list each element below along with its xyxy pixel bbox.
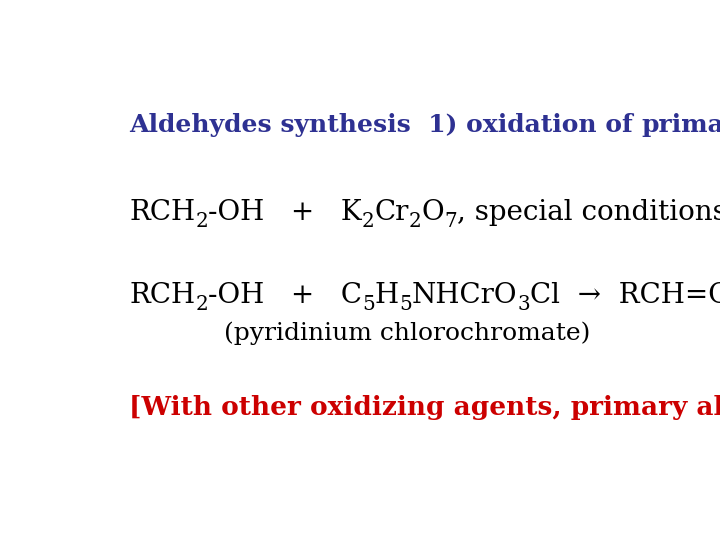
Text: 5: 5 xyxy=(362,295,374,314)
Text: RCH: RCH xyxy=(129,199,195,226)
Text: Cl  →  RCH=O: Cl → RCH=O xyxy=(530,282,720,309)
Text: primary: primary xyxy=(642,113,720,137)
Text: RCH: RCH xyxy=(129,282,195,309)
Text: 7: 7 xyxy=(444,212,456,231)
Text: Cr: Cr xyxy=(374,199,409,226)
Text: O: O xyxy=(421,199,444,226)
Text: NHCrO: NHCrO xyxy=(412,282,517,309)
Text: , special conditions  →  RCH=O: , special conditions → RCH=O xyxy=(456,199,720,226)
Text: -OH   +   C: -OH + C xyxy=(208,282,362,309)
Text: Aldehydes synthesis  1) oxidation of: Aldehydes synthesis 1) oxidation of xyxy=(129,113,642,137)
Text: 2: 2 xyxy=(361,212,374,231)
Text: [With other oxidizing agents, primary alcohols → RCOOH]: [With other oxidizing agents, primary al… xyxy=(129,395,720,420)
Text: 2: 2 xyxy=(195,212,208,231)
Text: 3: 3 xyxy=(517,295,530,314)
Text: H: H xyxy=(374,282,399,309)
Text: (pyridinium chlorochromate): (pyridinium chlorochromate) xyxy=(224,321,590,345)
Text: 2: 2 xyxy=(195,295,208,314)
Text: -OH   +   K: -OH + K xyxy=(208,199,361,226)
Text: 2: 2 xyxy=(409,212,421,231)
Text: 5: 5 xyxy=(399,295,412,314)
